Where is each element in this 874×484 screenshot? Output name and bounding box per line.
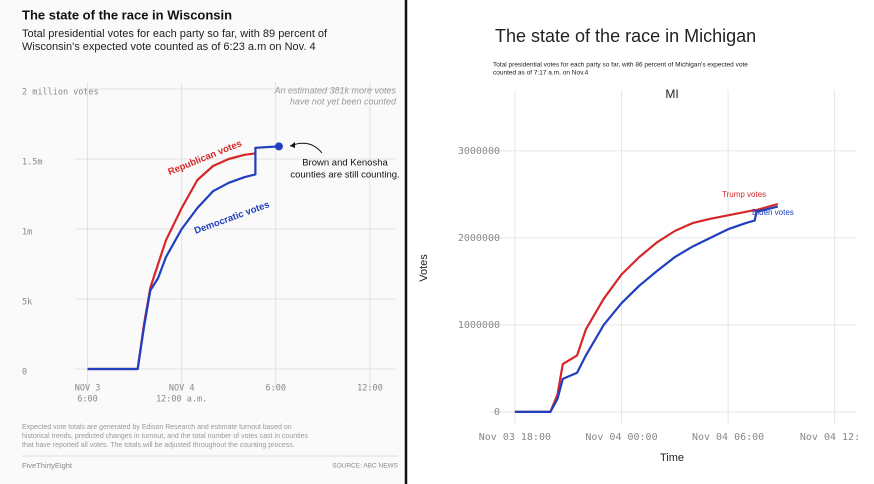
x-tick-label: 12:00: [357, 384, 383, 394]
x-tick-label: 12:00 a.m.: [156, 395, 207, 405]
title: The state of the race in Michigan: [495, 26, 756, 46]
x-tick-label: NOV 3: [75, 384, 101, 394]
x-tick-label: NOV 4: [169, 384, 195, 394]
x-axis-label: Time: [660, 452, 684, 464]
left-panel: [0, 0, 405, 484]
series-line: [514, 202, 779, 413]
x-tick-label: 6:00: [77, 395, 97, 405]
x-tick-label: Nov 04 00:00: [585, 432, 657, 443]
credit: FiveThirtyEight: [22, 461, 73, 470]
annotation: An estimated 381k more votes: [273, 85, 396, 95]
y-tick-label: 2 million votes: [22, 88, 99, 98]
footnote: historical trends, predicted changes in …: [22, 433, 308, 440]
plot-title: MI: [665, 87, 678, 101]
x-tick-label: Nov 04 06:00: [692, 432, 764, 443]
series-label: Biden votes: [752, 208, 794, 217]
y-tick-label: 1m: [22, 228, 32, 238]
footnote: that have reported all votes. The totals…: [22, 442, 295, 449]
x-tick-label: Nov 03 18:00: [479, 432, 551, 443]
annotation: counties are still counting.: [290, 170, 399, 181]
y-tick-label: 2000000: [458, 233, 500, 244]
annotation: have not yet been counted: [290, 96, 397, 106]
y-tick-label: 0: [494, 407, 500, 418]
series-line: [514, 205, 779, 413]
subtitle: counted as of 7:17 a.m. on Nov.4: [493, 70, 589, 77]
subtitle: Wisconsin's expected vote counted as of …: [22, 41, 316, 53]
subtitle: Total presidential votes for each party …: [22, 28, 328, 40]
x-tick-label: Nov 04 12:: [800, 432, 860, 443]
y-tick-label: 0: [22, 368, 27, 378]
arrow-head: [290, 142, 295, 148]
y-tick-label: 1.5m: [22, 158, 42, 168]
end-dot: [274, 142, 283, 151]
source: SOURCE: ABC NEWS: [332, 463, 398, 470]
footnote: Expected vote totals are generated by Ed…: [22, 424, 292, 431]
y-tick-label: 5k: [22, 298, 32, 308]
series-label: Trump votes: [722, 190, 766, 199]
plot: 0 1000000 2000000 3000000 Nov 03 18:00 Nov 04…: [458, 90, 860, 443]
annotation: Brown and Kenosha: [302, 158, 388, 169]
y-axis-label: Votes: [418, 254, 430, 282]
series-line: [87, 145, 279, 371]
title: The state of the race in Wisconsin: [22, 7, 232, 22]
x-tick-label: 6:00: [266, 384, 286, 394]
y-tick-label: 1000000: [458, 320, 500, 331]
y-tick-label: 3000000: [458, 146, 500, 157]
michigan-chart: 0 1000000 2000000 3000000 Nov 03 18:00 Nov 04…: [418, 26, 860, 464]
subtitle: Total presidential votes for each party …: [493, 62, 748, 69]
